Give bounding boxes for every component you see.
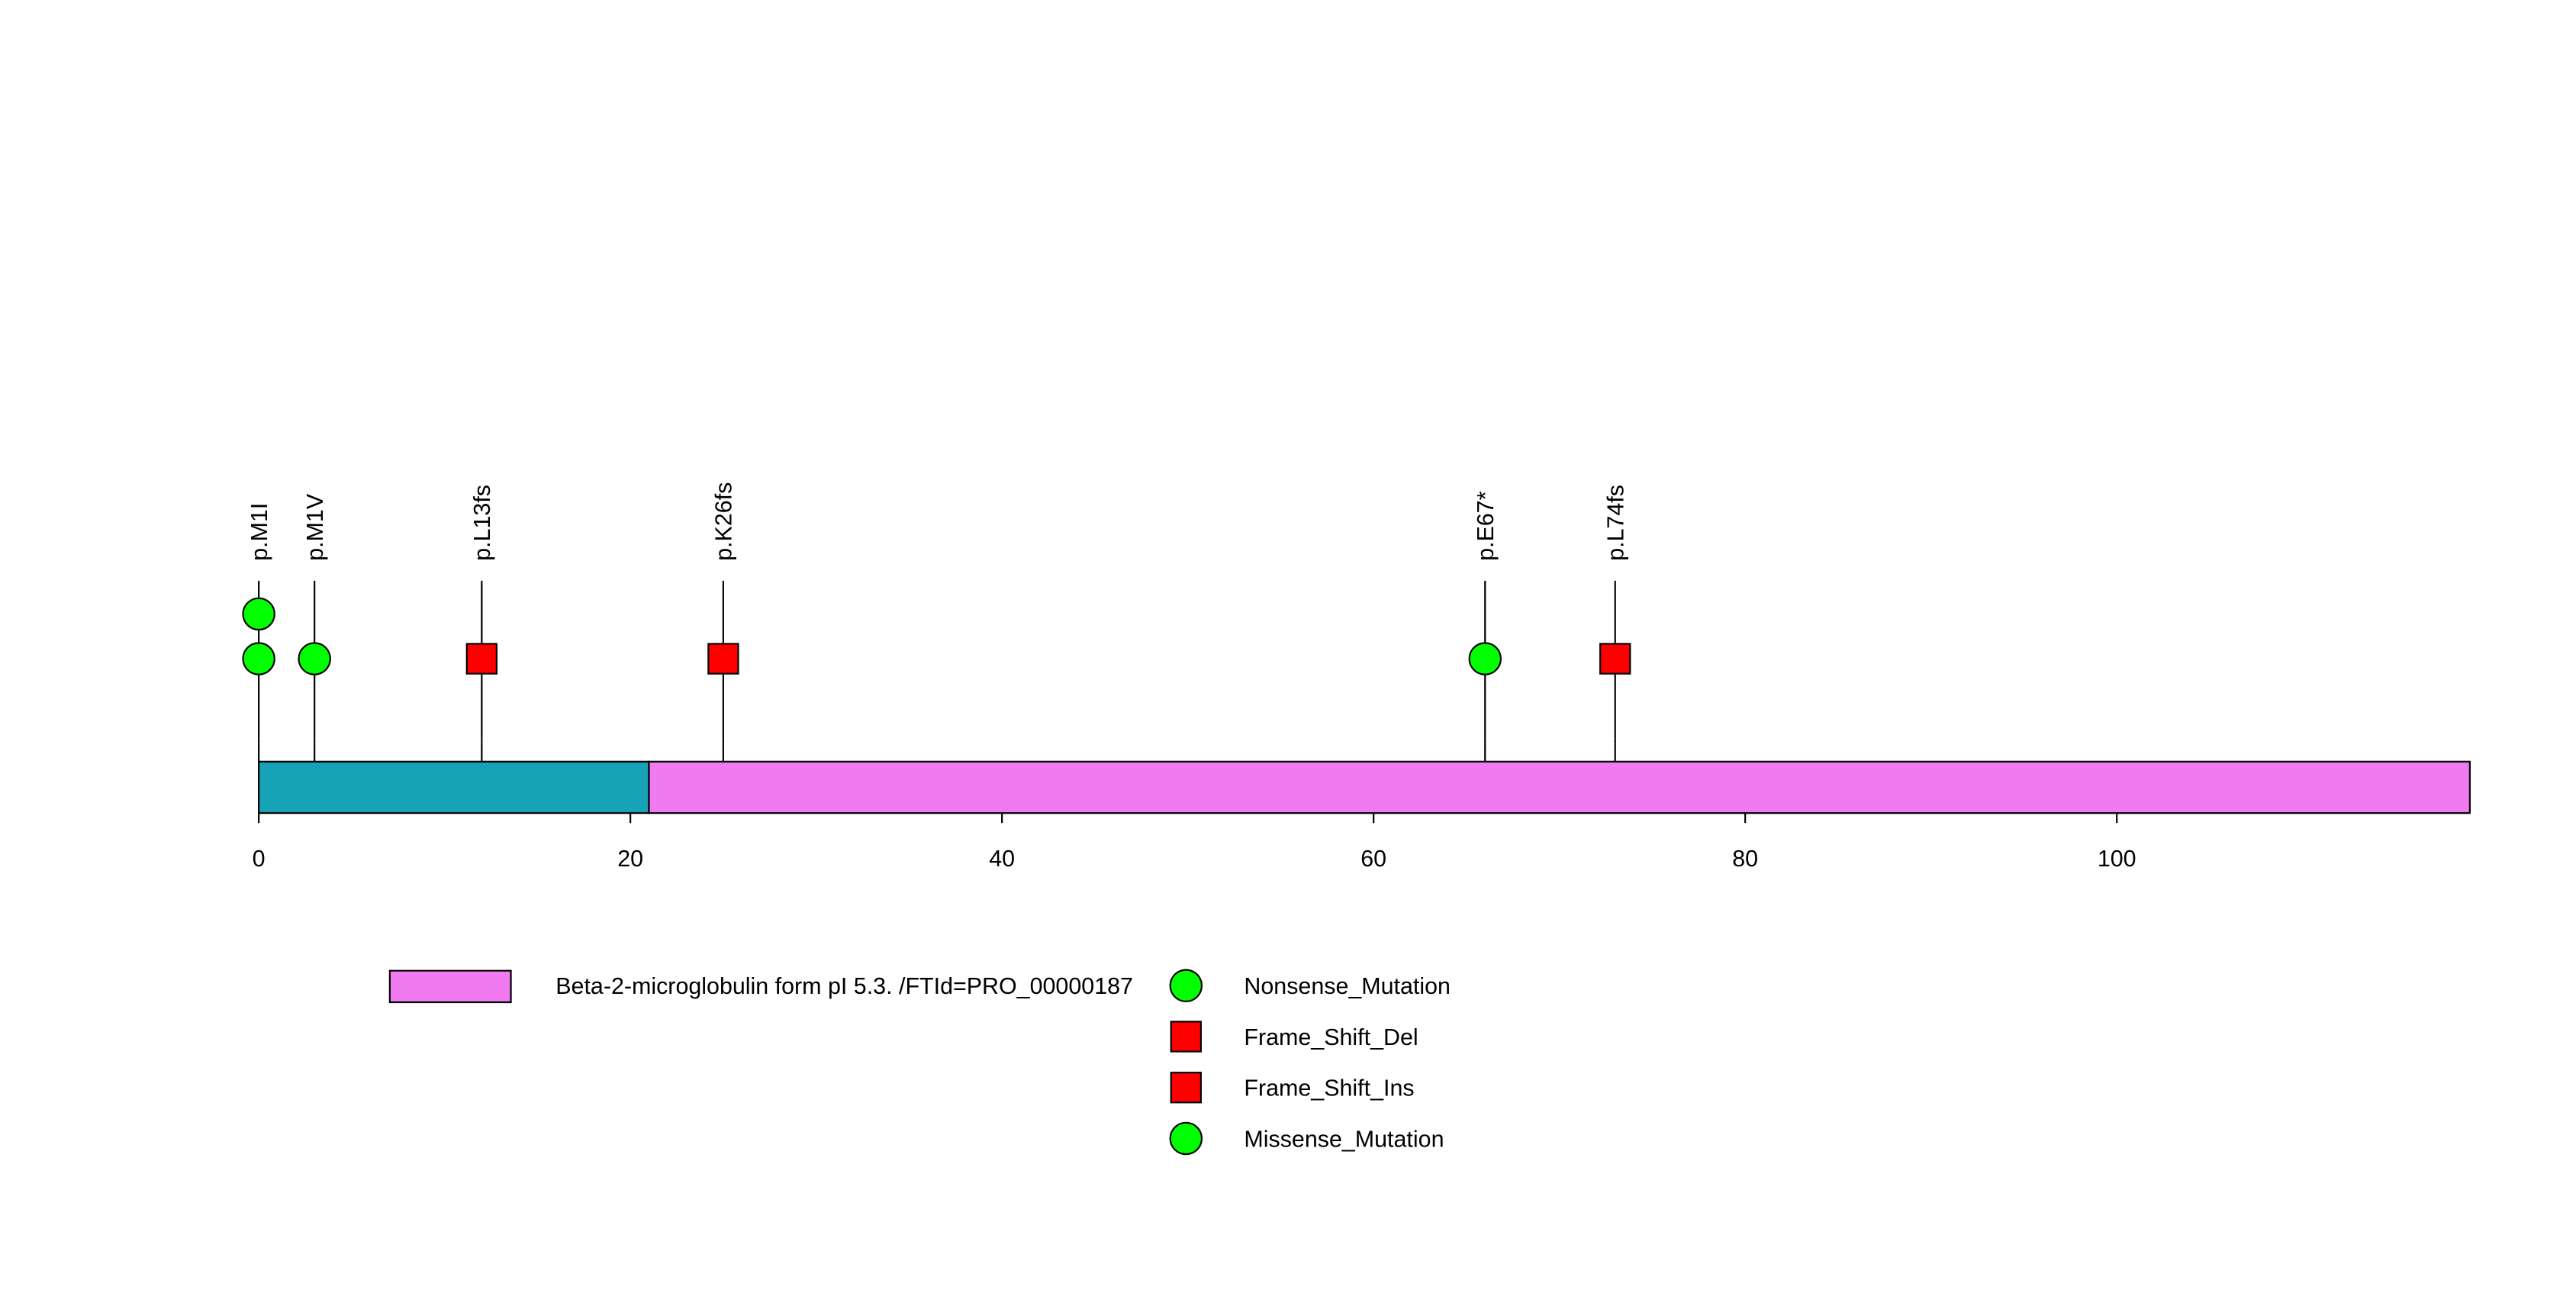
x-tick-label: 20 [617,846,643,872]
mutation-label: p.M1V [302,493,328,561]
mutation-square [465,643,497,675]
mutation-label: p.E67* [1473,491,1499,561]
domain-rect-0 [258,760,650,814]
legend-item-label: Frame_Shift_Ins [1244,1076,1414,1101]
domain-rect-1 [648,760,2471,814]
x-tick-label: 100 [2098,846,2136,872]
protein-track [258,760,2471,814]
x-tick-label: 60 [1360,846,1386,872]
mutation-circle [298,642,331,676]
mutation-circle [242,642,275,676]
mutation-labels: p.M1I p.M1V p.L13fs p.K26fs p.E67* p.L74fs [246,482,1629,561]
x-tick-label: 80 [1732,846,1758,872]
x-tick-label: 40 [989,846,1015,872]
mutation-label: p.L74fs [1603,485,1629,561]
mutation-square [707,643,739,675]
legend: Beta-2-microglobulin form pI 5.3. /FTId=… [388,969,1451,1156]
legend-item-label: Frame_Shift_Del [1244,1024,1418,1050]
legend-item-label: Nonsense_Mutation [1244,973,1451,999]
x-tick-label: 0 [253,846,266,872]
mutation-label: p.M1I [246,503,272,561]
mutation-circle [1468,642,1502,676]
legend-domain-swatch [388,969,512,1004]
legend-circle-icon [1169,1121,1203,1156]
legend-square-icon [1170,1021,1202,1053]
legend-circle-icon [1169,969,1203,1003]
legend-square-icon [1170,1072,1202,1104]
legend-item-label: Missense_Mutation [1244,1126,1444,1152]
mutation-symbols [242,597,1631,676]
legend-domain-label: Beta-2-microglobulin form pI 5.3. /FTId=… [555,973,1133,999]
mutation-circle [242,597,275,631]
mutation-square [1599,643,1631,675]
x-axis: 0 20 40 60 80 100 [253,813,2136,872]
mutation-label: p.K26fs [711,482,737,561]
mutation-label: p.L13fs [469,485,495,561]
